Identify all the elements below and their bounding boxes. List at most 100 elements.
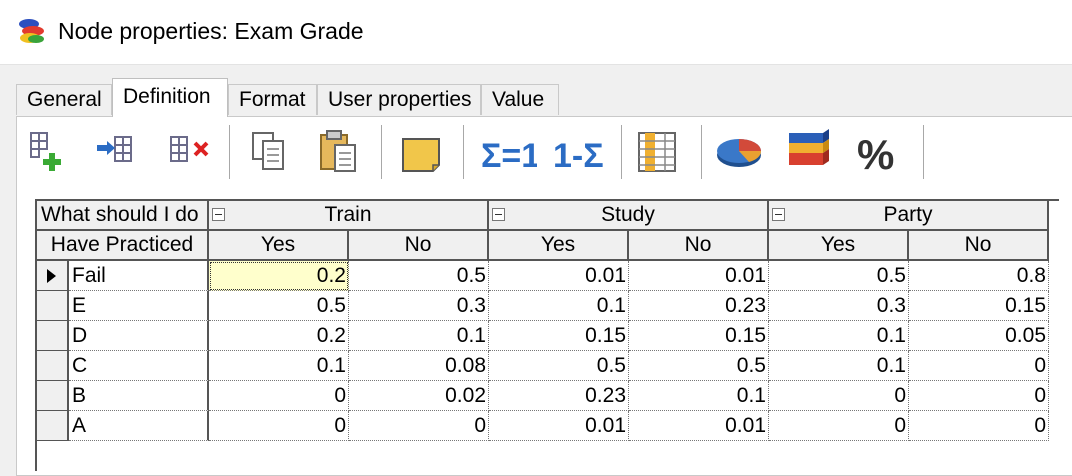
row-selector[interactable] (37, 351, 69, 381)
subcol-header: Yes (769, 231, 909, 261)
toolbar-separator (701, 125, 703, 179)
subcol-header: Yes (489, 231, 629, 261)
complement-icon: 1-Σ (553, 137, 604, 175)
probability-cell[interactable]: 0.8 (909, 261, 1049, 291)
probability-cell[interactable]: 0.5 (349, 261, 489, 291)
probability-cell[interactable]: 0.1 (769, 321, 909, 351)
probability-cell[interactable]: 0.5 (209, 291, 349, 321)
group-header-study[interactable]: Study (489, 201, 769, 231)
definition-panel: Σ=1 1-Σ (16, 116, 1072, 476)
row-selector[interactable] (37, 291, 69, 321)
probability-cell[interactable]: 0.1 (349, 321, 489, 351)
probability-cell[interactable]: 0.15 (909, 291, 1049, 321)
window-title: Node properties: Exam Grade (58, 18, 364, 44)
probability-cell[interactable]: 0 (209, 411, 349, 441)
note-icon (402, 138, 440, 172)
parent2-label: Have Practiced (37, 231, 209, 261)
stacked-bars-button[interactable] (781, 125, 837, 179)
probability-cell[interactable]: 0.5 (629, 351, 769, 381)
subcol-header: No (349, 231, 489, 261)
probability-cell[interactable]: 0.5 (489, 351, 629, 381)
state-label: A (69, 411, 209, 441)
state-label: C (69, 351, 209, 381)
insert-column-button[interactable] (89, 125, 145, 179)
delete-column-button[interactable] (161, 125, 217, 179)
percent-icon: % (857, 131, 894, 178)
probability-cell[interactable]: 0.23 (629, 291, 769, 321)
current-row-icon (47, 269, 56, 283)
normalize-button[interactable]: Σ=1 (479, 125, 540, 179)
tab-value[interactable]: Value (481, 84, 559, 115)
note-button[interactable] (393, 125, 449, 179)
tab-general[interactable]: General (16, 84, 112, 115)
subcol-header: No (629, 231, 769, 261)
probability-cell[interactable]: 0 (909, 411, 1049, 441)
probability-cell[interactable]: 0.5 (769, 261, 909, 291)
complement-button[interactable]: 1-Σ (551, 125, 609, 179)
pie-chart-button[interactable] (711, 125, 767, 179)
collapse-icon[interactable] (212, 208, 225, 221)
probability-cell[interactable]: 0.2 (209, 321, 349, 351)
add-column-button[interactable] (25, 125, 81, 179)
probability-cell[interactable]: 0.3 (349, 291, 489, 321)
subcol-header: Yes (209, 231, 349, 261)
probability-cell[interactable]: 0 (769, 381, 909, 411)
state-label: E (69, 291, 209, 321)
probability-cell[interactable]: 0.01 (629, 411, 769, 441)
state-label: D (69, 321, 209, 351)
tab-format[interactable]: Format (228, 84, 317, 115)
copy-button[interactable] (241, 125, 297, 179)
group-label: Train (324, 203, 372, 226)
probability-cell[interactable]: 0.08 (349, 351, 489, 381)
title-bar: Node properties: Exam Grade (0, 0, 1072, 65)
probability-cell[interactable]: 0.01 (489, 411, 629, 441)
probability-cell[interactable]: 0 (209, 381, 349, 411)
percent-button[interactable]: % (853, 125, 909, 179)
collapse-icon[interactable] (772, 208, 785, 221)
probability-cell[interactable]: 0 (769, 411, 909, 441)
probability-cell[interactable]: 0.1 (629, 381, 769, 411)
columns-button[interactable] (631, 125, 687, 179)
probability-cell[interactable]: 0.1 (489, 291, 629, 321)
probability-cell[interactable]: 0 (909, 381, 1049, 411)
pie-chart-icon (717, 139, 762, 167)
probability-cell[interactable]: 0 (909, 351, 1049, 381)
probability-cell[interactable]: 0.01 (489, 261, 629, 291)
state-label: B (69, 381, 209, 411)
probability-cell[interactable]: 0.3 (769, 291, 909, 321)
delete-column-icon (170, 136, 209, 162)
probability-cell[interactable]: 0.02 (349, 381, 489, 411)
paste-button[interactable] (313, 125, 369, 179)
probability-cell[interactable]: 0.15 (489, 321, 629, 351)
parent1-label: What should I do (37, 201, 209, 231)
row-selector[interactable] (37, 321, 69, 351)
svg-text:Σ=1: Σ=1 (481, 137, 537, 175)
probability-cell[interactable]: 0.05 (909, 321, 1049, 351)
toolbar-separator (923, 125, 925, 179)
toolbar: Σ=1 1-Σ (17, 117, 1072, 187)
svg-text:1-Σ: 1-Σ (553, 137, 604, 175)
paste-icon (320, 130, 356, 172)
probability-cell[interactable]: 0.23 (489, 381, 629, 411)
row-selector[interactable] (37, 411, 69, 441)
probability-cell[interactable]: 0.1 (209, 351, 349, 381)
svg-text:%: % (857, 131, 894, 178)
row-selector[interactable] (37, 381, 69, 411)
probability-cell[interactable]: 0.1 (769, 351, 909, 381)
probability-cell[interactable]: 0.15 (629, 321, 769, 351)
probability-cell[interactable]: 0.2 (209, 261, 349, 291)
group-header-train[interactable]: Train (209, 201, 489, 231)
group-label: Study (601, 203, 655, 226)
group-header-party[interactable]: Party (769, 201, 1049, 231)
tab-definition[interactable]: Definition (112, 78, 228, 117)
columns-icon (638, 132, 676, 172)
collapse-icon[interactable] (492, 208, 505, 221)
probability-cell[interactable]: 0.01 (629, 261, 769, 291)
row-selector[interactable] (37, 261, 69, 291)
probability-cell[interactable]: 0 (349, 411, 489, 441)
toolbar-separator (621, 125, 623, 179)
tab-user-properties[interactable]: User properties (317, 84, 481, 115)
add-column-icon (30, 132, 61, 171)
normalize-icon: Σ=1 (481, 137, 540, 175)
stacked-bars-icon (789, 129, 829, 165)
